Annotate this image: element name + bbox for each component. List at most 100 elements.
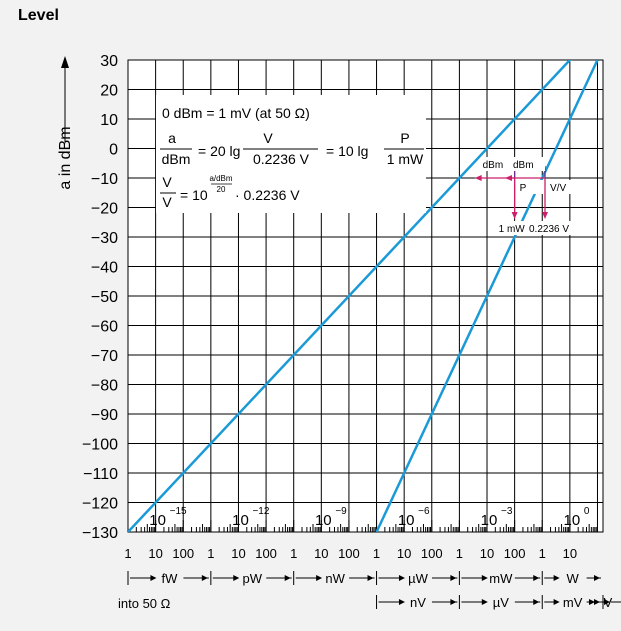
y-tick-label: −20: [91, 201, 118, 218]
x-bottom-tick-label: 10: [231, 546, 245, 561]
unit-arrow: [553, 599, 560, 605]
y-tick-label: −40: [91, 260, 118, 277]
unit-label: nW: [325, 571, 345, 586]
unit-arrow: [398, 575, 405, 581]
x-bottom-tick-label: 1: [207, 546, 214, 561]
unit-label: µW: [408, 571, 428, 586]
formula-box: 0 dBm = 1 mV (at 50 Ω) a dBm = 20 lg V 0.2236…: [156, 95, 426, 213]
formula-tail: · 0.2236 V: [235, 187, 300, 203]
unit-arrow: [553, 575, 560, 581]
x-decade-label: 10−3: [481, 506, 513, 529]
x-bottom-tick-label: 1: [539, 546, 546, 561]
formula-ref-p: 1 mW: [387, 151, 424, 167]
annot-label-bg: [511, 157, 545, 171]
formula-ref-v: 0.2236 V: [253, 151, 310, 167]
formula-v3: V: [162, 174, 172, 190]
voltage-unit-row: nVµVmVV: [376, 595, 621, 610]
x-decade-exponent: −6: [418, 506, 430, 517]
voltage-row-note: into 50 Ω: [118, 596, 171, 611]
x-bottom-tick-label: 1: [373, 546, 380, 561]
x-decade-mantissa: 10: [232, 512, 249, 529]
x-bottom-tick-label: 10: [314, 546, 328, 561]
unit-arrow: [481, 599, 488, 605]
formula-bg: [156, 95, 426, 213]
x-decade-label: 10−6: [398, 506, 430, 529]
x-decade-label: 10 −15: [149, 506, 187, 529]
annot-label-bg: [480, 157, 515, 171]
annot-label-bg: [517, 180, 548, 194]
x-decade-label: 100: [564, 506, 590, 529]
x-decade-mantissa: 10: [564, 512, 581, 529]
formula-eq20: = 20 lg: [198, 143, 240, 159]
x-bottom-tick-label: 100: [255, 546, 277, 561]
y-tick-label: 10: [100, 112, 118, 129]
x-decade-exponent: −15: [170, 506, 187, 517]
unit-label: W: [566, 571, 579, 586]
x-decade-label: 10−9: [315, 506, 347, 529]
x-bottom-tick-label: 100: [338, 546, 360, 561]
x-bottom-tick-label: 10: [563, 546, 577, 561]
annotation-voltage: dBm V/V 0.2236 V: [505, 157, 585, 235]
unit-arrow: [589, 599, 595, 605]
panel-title: Level: [18, 7, 59, 24]
series: [128, 60, 599, 532]
unit-arrow: [367, 575, 374, 581]
unit-arrow: [594, 575, 600, 581]
formula-p: P: [400, 130, 409, 146]
y-tick-label: −120: [82, 496, 118, 513]
y-tick-label: 0: [109, 142, 118, 159]
series-line-power: [128, 60, 572, 532]
unit-arrow: [533, 599, 540, 605]
unit-arrow: [604, 599, 610, 605]
y-axis-arrow-head: [61, 56, 69, 68]
unit-label: nV: [410, 595, 426, 610]
unit-arrow: [150, 575, 157, 581]
annot-arrow-left: [505, 175, 512, 181]
annot-bottom-label: 0.2236 V: [529, 224, 569, 235]
annot-bottom-label: 1 mW: [499, 224, 526, 235]
x-bottom-tick-label: 100: [172, 546, 194, 561]
x-bottom-tick-label: 1: [456, 546, 463, 561]
power-unit-row: fW pW nW µW mW W: [127, 571, 601, 586]
unit-arrow: [316, 575, 323, 581]
y-axis-label: a in dBm: [57, 126, 74, 189]
formula-exp-den: 20: [217, 185, 226, 194]
annot-arrow-down: [511, 212, 518, 219]
x-decade-mantissa: 10: [481, 512, 498, 529]
y-tick-label: −30: [91, 230, 118, 247]
series-line-voltage: [375, 60, 599, 532]
annot-side-label: P: [520, 183, 527, 194]
y-tick-label: −80: [91, 378, 118, 395]
formula-a: a: [168, 130, 176, 146]
y-tick-label: −10: [91, 171, 118, 188]
formula-eq-10: = 10: [180, 187, 208, 203]
formula-v: V: [263, 130, 273, 146]
annot-label-bg: [525, 221, 585, 235]
unit-label: mW: [489, 571, 513, 586]
x-decade-label: 10−12: [232, 506, 270, 529]
x-decade-exponent: 0: [584, 506, 590, 517]
formula-dbm: dBm: [162, 151, 191, 167]
y-tick-label: −110: [83, 466, 118, 483]
x-bottom-tick-label: 1: [290, 546, 297, 561]
unit-arrow: [398, 599, 405, 605]
unit-arrow: [450, 599, 457, 605]
annot-arrow-left: [474, 175, 482, 181]
unit-arrow: [233, 575, 240, 581]
formula-vunit: V: [162, 194, 172, 210]
x-bottom-tick-label: 100: [504, 546, 526, 561]
unit-label: mV: [563, 595, 583, 610]
annot-side-label: V/V: [550, 183, 566, 194]
unit-arrow: [450, 575, 457, 581]
y-tick-label: −130: [82, 525, 118, 542]
x-bottom-tick-label: 1: [124, 546, 131, 561]
annot-dbm-label: dBm: [513, 160, 534, 171]
x-bottom-tick-label: 10: [148, 546, 162, 561]
formula-exp-num: a/dBm: [209, 174, 232, 183]
y-tick-label: −100: [82, 437, 118, 454]
annot-dbm-label: dBm: [483, 160, 504, 171]
x-decade-mantissa: 10: [315, 512, 332, 529]
unit-arrow: [481, 575, 488, 581]
